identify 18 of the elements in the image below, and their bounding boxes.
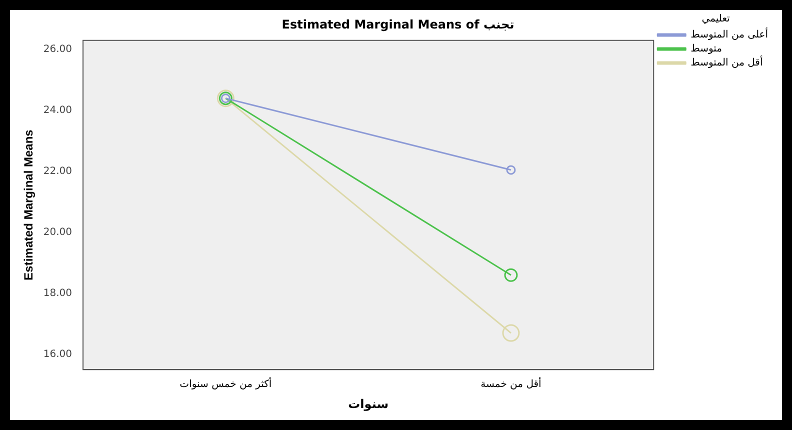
legend-label: أقل من المتوسط (690, 56, 763, 69)
y-tick-label: 24.00 (43, 105, 72, 116)
y-tick-label: 20.00 (43, 227, 72, 238)
point (504, 268, 518, 282)
point (506, 165, 516, 175)
legend-label: أعلى من المتوسط (690, 28, 768, 41)
point (502, 324, 520, 342)
chart-title: Estimated Marginal Means of تجنب (282, 17, 514, 32)
x-tick-label: أقل من خمسة (480, 377, 542, 390)
y-axis-title: Estimated Marginal Means (22, 129, 36, 280)
y-tick-label: 22.00 (43, 166, 72, 178)
x-tick-label: أكثر من خمس سنوات (180, 377, 272, 390)
legend-label: متوسط (690, 44, 722, 55)
legend-title: تعليمي (702, 14, 730, 25)
x-axis-title: سنوات (348, 396, 389, 411)
y-tick-label: 18.00 (43, 288, 72, 299)
y-tick-label: 26.00 (43, 44, 72, 56)
y-tick-label: 16.00 (43, 348, 72, 360)
